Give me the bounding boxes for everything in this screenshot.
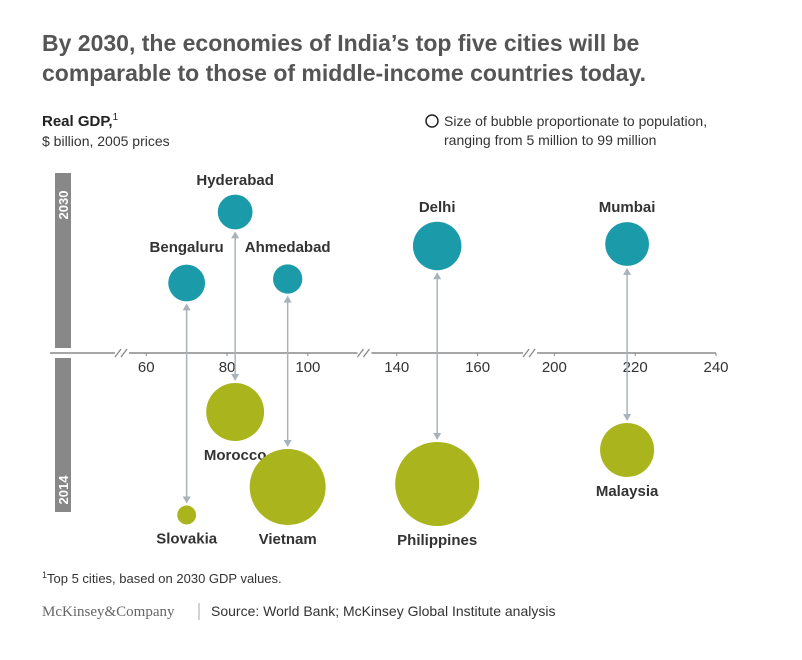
size-note: Size of bubble proportionate to populati… xyxy=(444,113,708,148)
top-band xyxy=(55,173,71,348)
x-tick-label: 240 xyxy=(703,359,728,376)
bubble-label: Malaysia xyxy=(596,483,659,500)
bubble xyxy=(600,422,655,478)
x-tick-label: 100 xyxy=(295,359,320,376)
axis-break-gap xyxy=(357,350,372,356)
bubble-label: Delhi xyxy=(419,199,456,216)
y-label: Real GDP,1 xyxy=(42,112,119,130)
bubble-label: Vietnam xyxy=(259,531,317,548)
y-label-text: Real GDP, xyxy=(42,113,113,130)
axis-break xyxy=(114,348,122,358)
title: By 2030, the economies of India’s top fi… xyxy=(42,30,647,86)
bubble-label: Bengaluru xyxy=(150,239,224,256)
bubble xyxy=(168,264,206,302)
arrow-head xyxy=(182,303,191,311)
arrow-head xyxy=(231,231,240,239)
top-label: 2030 xyxy=(56,191,71,220)
footnote-text: Top 5 cities, based on 2030 GDP values. xyxy=(47,571,282,586)
x-tick-label: 80 xyxy=(219,359,236,376)
axis-break xyxy=(528,348,536,358)
arrow-head xyxy=(231,374,240,382)
x-tick-label: 60 xyxy=(138,359,155,376)
brand: McKinsey&Company xyxy=(42,604,175,620)
bubble-label: Mumbai xyxy=(599,199,656,216)
bottom-label: 2014 xyxy=(56,475,71,505)
axis-break-gap xyxy=(523,350,538,356)
bubble xyxy=(273,264,303,294)
arrow-head xyxy=(433,272,442,280)
axis-break xyxy=(120,348,128,358)
footnote-mark: 1 xyxy=(42,570,47,580)
bubble xyxy=(206,383,265,441)
arrow-head xyxy=(623,267,632,275)
axis-break xyxy=(362,348,370,358)
arrow-head xyxy=(623,413,632,421)
axis-break xyxy=(356,348,364,358)
bubble-label: Slovakia xyxy=(156,530,218,547)
arrow-head xyxy=(283,295,292,303)
footnote: 1Top 5 cities, based on 2030 GDP values. xyxy=(42,570,282,586)
arrow-head xyxy=(283,440,292,448)
bubble xyxy=(395,442,480,526)
arrow-head xyxy=(433,433,442,440)
bubble-label: Hyderabad xyxy=(196,172,274,189)
y-label-note: 1 xyxy=(113,112,119,123)
bubble xyxy=(412,221,462,271)
bubble-label: Philippines xyxy=(397,532,477,549)
axis-break-gap xyxy=(115,350,129,356)
axis-break xyxy=(522,348,530,358)
size-note-box: Size of bubble proportionate to populati… xyxy=(444,113,708,148)
bubble-label: Morocco xyxy=(204,447,267,464)
size-legend-icon xyxy=(425,114,439,128)
bubble xyxy=(605,222,650,266)
x-tick-label: 220 xyxy=(623,359,648,376)
x-tick-label: 140 xyxy=(384,359,409,376)
source: Source: World Bank; McKinsey Global Inst… xyxy=(211,603,555,619)
bubble xyxy=(249,449,326,525)
bubble-label: Ahmedabad xyxy=(245,239,331,256)
x-tick-label: 200 xyxy=(542,359,567,376)
bubble xyxy=(217,194,253,230)
arrow-head xyxy=(182,496,191,504)
x-tick-label: 160 xyxy=(465,359,490,376)
y-unit: $ billion, 2005 prices xyxy=(42,133,170,149)
bubble xyxy=(177,505,197,525)
bottom-band xyxy=(55,358,71,512)
